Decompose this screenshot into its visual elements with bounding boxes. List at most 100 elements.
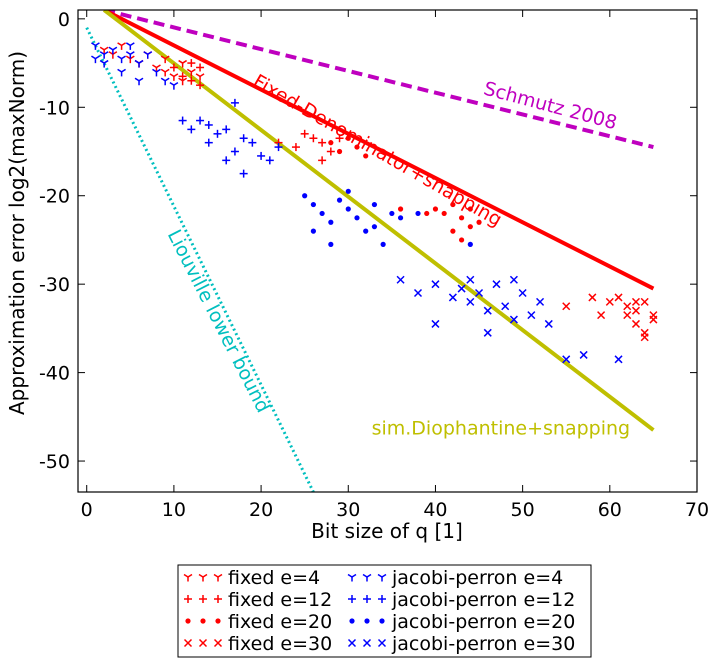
- data-point: [310, 228, 316, 234]
- data-point: [509, 275, 518, 284]
- series-jacobi-perron-e-20: [302, 188, 473, 247]
- x-axis-label: Bit size of q [1]: [311, 519, 463, 543]
- data-point: [623, 302, 632, 311]
- lines-layer: [85, 10, 655, 492]
- legend-marker: [349, 618, 355, 624]
- data-point: [431, 280, 440, 289]
- plot-area: [78, 10, 697, 492]
- data-point: [328, 140, 334, 146]
- legend-label: fixed e=12: [228, 589, 332, 611]
- data-point: [371, 201, 378, 208]
- data-point: [160, 77, 170, 86]
- y-tick-label: -30: [39, 274, 70, 296]
- data-point: [371, 224, 378, 230]
- legend-marker: [213, 573, 223, 582]
- data-point: [309, 134, 318, 143]
- legend-label: jacobi-perron e=20: [391, 611, 575, 633]
- legend-marker: [214, 595, 222, 603]
- data-point: [354, 215, 360, 221]
- data-point: [397, 215, 404, 221]
- data-point: [257, 151, 266, 160]
- data-point: [562, 302, 571, 311]
- x-tick-label: 30: [336, 499, 360, 521]
- data-point: [274, 143, 283, 152]
- data-point: [195, 73, 205, 81]
- data-point: [222, 156, 231, 165]
- data-point: [640, 297, 649, 306]
- points-layer: [91, 42, 658, 364]
- data-point: [345, 135, 351, 141]
- line-schmutz-2008: [103, 10, 654, 150]
- data-point: [432, 206, 439, 212]
- legend-marker: [213, 638, 223, 648]
- data-point: [459, 215, 465, 221]
- data-point: [588, 293, 597, 302]
- y-tick-label: -10: [39, 97, 70, 119]
- data-point: [631, 319, 641, 328]
- data-point: [544, 319, 553, 328]
- data-point: [631, 297, 641, 306]
- data-point: [536, 297, 545, 306]
- data-point: [450, 201, 456, 208]
- data-point: [413, 288, 423, 298]
- data-point: [134, 77, 144, 86]
- legend-entry: jacobi-perron e=12: [348, 589, 575, 611]
- legend-marker: [378, 595, 386, 603]
- data-point: [178, 116, 187, 125]
- data-point: [196, 63, 205, 72]
- data-point: [187, 125, 196, 134]
- data-point: [169, 73, 179, 81]
- data-point: [265, 156, 274, 165]
- data-point: [178, 72, 187, 81]
- data-point: [389, 210, 395, 217]
- data-point: [319, 210, 325, 217]
- legend-entry: fixed e=4: [183, 567, 320, 589]
- data-point: [186, 68, 196, 77]
- data-point: [187, 59, 196, 68]
- legend-marker: [200, 618, 206, 624]
- x-tick-label: 40: [423, 499, 447, 521]
- data-point: [631, 306, 641, 315]
- data-point: [291, 143, 300, 152]
- data-point: [318, 138, 327, 147]
- data-point: [248, 138, 257, 147]
- axes-layer: 0 10 20 30 40 50 60 70 0 -10 -20 -30 -40 -50: [39, 9, 709, 521]
- data-point: [91, 55, 100, 64]
- data-point: [239, 134, 248, 143]
- y-tick-label: -20: [39, 186, 70, 208]
- legend-entry: fixed e=12: [184, 589, 332, 611]
- legend-label: fixed e=4: [228, 567, 320, 589]
- legend-marker: [183, 638, 193, 648]
- data-point: [476, 219, 482, 225]
- legend-box: [177, 564, 592, 658]
- data-point: [579, 350, 588, 359]
- legend-entry: jacobi-perron e=20: [349, 611, 575, 633]
- data-point: [318, 156, 327, 165]
- data-point: [302, 193, 308, 199]
- data-point: [310, 201, 316, 208]
- data-point: [160, 55, 170, 64]
- legend-entry: jacobi-perron e=30: [347, 633, 575, 655]
- data-point: [509, 315, 518, 324]
- legend-marker: [215, 618, 221, 624]
- data-point: [597, 311, 606, 320]
- y-tick-label: -50: [39, 451, 70, 473]
- data-point: [300, 129, 309, 138]
- data-point: [424, 210, 430, 217]
- y-axis-label: Approximation error log2(maxNorm): [5, 51, 29, 415]
- data-point: [623, 311, 632, 320]
- x-tick-label: 10: [162, 499, 186, 521]
- data-point: [204, 138, 213, 147]
- data-point: [397, 206, 404, 212]
- data-point: [335, 134, 344, 143]
- data-point: [336, 197, 343, 203]
- data-point: [230, 98, 239, 107]
- legend-entry: jacobi-perron e=4: [347, 567, 563, 589]
- y-tick-label: -40: [39, 363, 70, 385]
- legend-marker: [198, 638, 208, 648]
- data-point: [169, 82, 179, 90]
- legend-marker: [347, 573, 357, 582]
- data-point: [518, 288, 527, 298]
